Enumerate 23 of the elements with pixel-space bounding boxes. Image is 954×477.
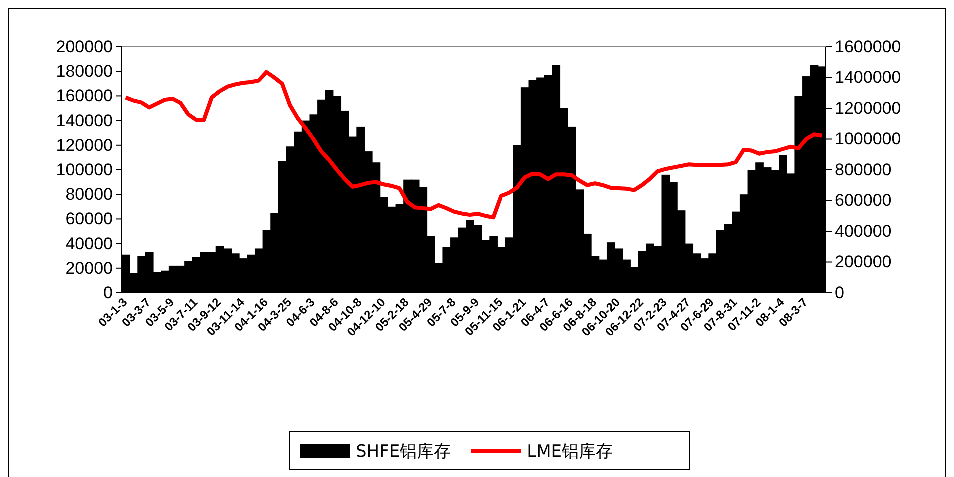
y2-tick-label: 1400000	[835, 68, 902, 88]
y2-tick-label: 1600000	[835, 37, 902, 56]
y2-tick-label: 1200000	[835, 98, 902, 118]
y-tick-label: 60000	[66, 210, 113, 229]
y-tick-label: 0	[104, 283, 113, 302]
y2-tick-label: 400000	[835, 222, 892, 241]
y-tick-label: 20000	[66, 258, 113, 278]
y2-tick-label: 1000000	[835, 130, 902, 149]
y-tick-label: 200000	[56, 37, 113, 56]
legend-label: LME铝库存	[527, 442, 613, 462]
y-tick-label: 140000	[56, 111, 113, 130]
y-tick-label: 120000	[56, 136, 113, 155]
y-tick-label: 180000	[56, 62, 113, 82]
y2-tick-label: 600000	[835, 191, 892, 210]
legend-label: SHFE铝库存	[356, 442, 452, 462]
line-series	[124, 70, 824, 220]
y-tick-label: 40000	[66, 234, 113, 254]
y2-tick-label: 0	[835, 283, 844, 302]
y2-tick-label: 800000	[835, 160, 892, 180]
y-tick-label: 160000	[56, 86, 113, 106]
y2-tick-label: 200000	[835, 252, 892, 272]
y-tick-label: 80000	[66, 185, 113, 204]
y-tick-label: 100000	[56, 160, 113, 180]
